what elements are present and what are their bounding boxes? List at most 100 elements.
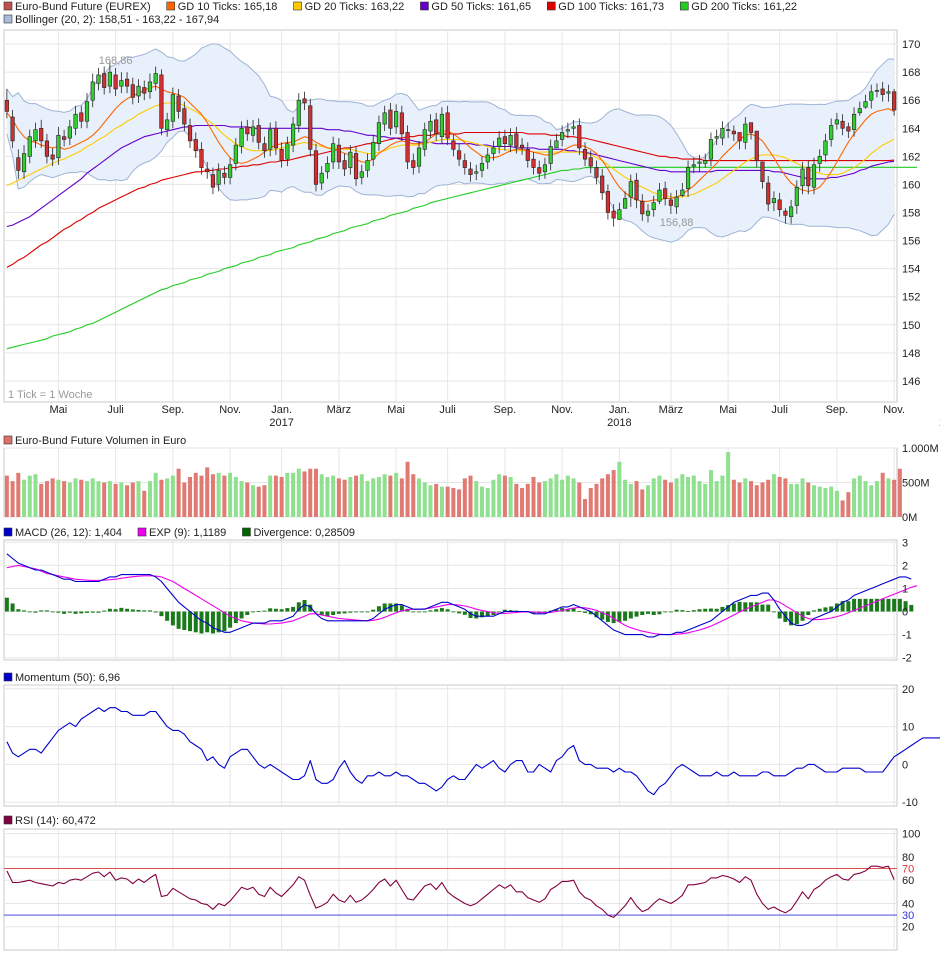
macd-divergence-bar [107,608,112,612]
macd-divergence-bar [296,602,301,612]
candle-body [617,209,622,220]
macd-divergence-bar [331,611,336,615]
candle-body [33,129,38,142]
candle-body [96,74,101,84]
macd-divergence-bar [554,609,559,612]
candle-body [560,132,565,140]
candle-body [56,134,61,159]
volume-bar [256,486,261,517]
macd-divergence-bar [73,611,78,614]
macd-divergence-bar [67,611,72,613]
macd-divergence-bar [27,611,32,613]
volume-bar [319,474,324,517]
bollinger-upper-line [6,43,895,159]
macd-divergence-bar [417,611,422,613]
volume-bar [462,478,467,517]
volume-bar [657,475,662,517]
candle-body [800,168,805,187]
candle-body [62,136,67,140]
macd-ytick-label: 3 [902,537,908,549]
candle-body [829,125,834,140]
volume-bar [691,475,696,517]
volume-bar [84,481,90,517]
momentum-ytick-label: -10 [902,797,918,809]
macd-divergence-bar [611,611,616,624]
rsi-legend-label-0: RSI (14): 60,472 [15,815,96,827]
macd-divergence-bar [147,610,152,612]
volume-bar [497,474,502,517]
candle-body [731,130,736,135]
candle-body [182,108,187,125]
macd-ytick-label: 0 [902,607,908,619]
macd-divergence-bar [210,611,215,634]
volume-bar [273,475,278,517]
volume-bar [4,475,9,517]
volume-legend-label-0: Euro-Bund Future Volumen in Euro [15,435,186,447]
candle-body [457,150,462,160]
price-legend-bb-label-0: Bollinger (20, 2): 158,51 - 163,22 - 167… [15,14,219,26]
candle-body [279,149,284,161]
volume-bar [806,482,811,517]
candle-body [388,109,393,129]
candle-body [422,129,427,150]
candle-body [50,154,55,160]
macd-divergence-bar [325,611,330,617]
macd-divergence-bar [79,611,84,614]
candle-body [4,99,9,112]
macd-divergence-bar [726,605,731,612]
price-legend-bb-swatch-0 [3,14,13,24]
volume-bar [239,481,244,517]
candle-body [462,160,467,168]
macd-divergence-bar [119,607,124,612]
candle-body [880,88,885,95]
macd-ytick-label: -2 [902,653,912,665]
volume-bar [313,468,318,517]
macd-divergence-bar [874,598,879,612]
candle-body [394,111,399,128]
volume-bar [331,475,336,517]
candle-body [342,160,347,170]
candle-body [302,98,307,104]
volume-ytick-label: 0M [902,512,917,524]
macd-divergence-bar [342,611,347,614]
candle-body [313,150,319,185]
candle-body [291,123,296,146]
volume-bar [79,479,84,517]
volume-bar [869,485,874,517]
volume-bar [600,478,605,517]
candle-body [319,172,324,184]
candle-body [67,126,72,139]
volume-bar [56,479,61,517]
volume-bar [228,472,233,517]
volume-bar [634,481,639,517]
macd-ytick-label: 2 [902,560,908,572]
volume-bar [336,478,341,517]
macd-divergence-bar [542,611,547,613]
candle-body [268,129,273,150]
macd-legend-swatch-1 [137,527,147,537]
macd-divergence-bar [33,611,38,613]
candle-body [451,140,456,150]
macd-divergence-bar [731,603,736,612]
price-annotation-0: 168,86 [99,55,133,67]
macd-divergence-bar [228,611,233,628]
candle-body [445,112,450,139]
volume-bar [749,481,754,517]
macd-divergence-bar [365,611,370,613]
candle-body [777,199,782,210]
volume-bar [594,483,599,517]
volume-bar [714,481,719,517]
macd-divergence-bar [565,609,570,612]
price-xtick-label: Juli [771,404,788,416]
candle-body [187,125,193,142]
candle-body [199,149,204,168]
volume-bar [222,475,227,517]
price-xtick-label: Mai [387,404,405,416]
price-xtick-label: Mai [50,404,68,416]
volume-bar [325,476,330,517]
candle-body [645,210,651,216]
volume-bar [880,472,885,517]
macd-divergence-bar [903,601,908,612]
price-ytick-label: 150 [902,320,920,332]
macd-divergence-bar [754,602,759,612]
